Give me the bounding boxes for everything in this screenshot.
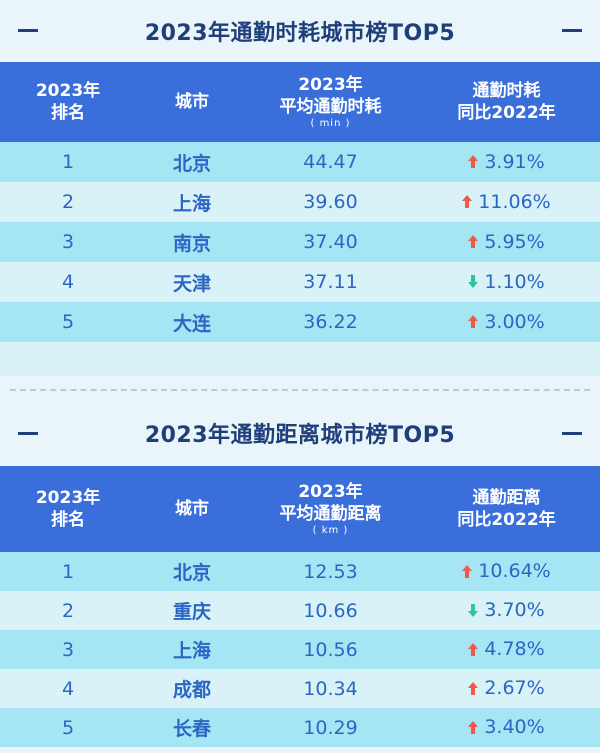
commute-time-ranking: 2023年通勤时耗城市榜TOP5 2023年 排名 城市 2023年 平均通勤时耗(… (0, 0, 600, 376)
rank-cell: 5 (61, 716, 75, 739)
change-cell: 4.78% (413, 630, 600, 669)
city-cell: 大连 (172, 312, 211, 335)
header-change: 通勤时耗 同比2022年 (457, 81, 556, 123)
arrow-up-icon (468, 235, 479, 249)
arrow-down-icon (468, 275, 479, 289)
table-row: 3 上海 10.56 4.78% (0, 630, 600, 669)
dashed-divider (10, 389, 590, 391)
title-dash-left (18, 29, 38, 32)
rank-cell: 3 (61, 638, 75, 661)
ranking-table: 2023年 排名 城市 2023年 平均通勤时耗( min ) 通勤时耗 同比2022… (0, 62, 600, 376)
section-title: 2023年通勤时耗城市榜TOP5 (144, 21, 456, 46)
table-row: 4 天津 37.11 1.10% (0, 262, 600, 302)
value-cell: 36.22 (303, 311, 358, 333)
value-cell: 39.60 (303, 191, 358, 213)
header-unit: ( km ) (312, 525, 349, 536)
city-cell: 北京 (172, 562, 211, 584)
value-cell: 10.66 (303, 599, 358, 622)
value-cell: 37.40 (303, 231, 358, 253)
title-dash-right (562, 29, 582, 32)
arrow-down-icon (468, 603, 479, 617)
table-filler-row (0, 342, 600, 376)
filler-cell (0, 342, 600, 376)
change-value: 3.91% (484, 150, 545, 173)
change-cell: 10.64% (413, 552, 600, 591)
table-row: 1 北京 12.53 10.64% (0, 552, 600, 591)
title-dash-left (18, 432, 38, 435)
table-row: 4 成都 10.34 2.67% (0, 669, 600, 708)
arrow-up-icon (468, 155, 479, 169)
change-value: 3.70% (484, 599, 545, 622)
header-city: 城市 (175, 92, 209, 112)
section-title: 2023年通勤距离城市榜TOP5 (144, 423, 456, 448)
city-cell: 长春 (172, 718, 211, 740)
rank-cell: 3 (61, 231, 75, 253)
change-value: 10.64% (478, 560, 551, 583)
commute-distance-ranking: 2023年通勤距离城市榜TOP5 2023年 排名 城市 2023年 平均通勤距离(… (0, 400, 600, 753)
city-cell: 上海 (172, 640, 211, 662)
city-cell: 南京 (172, 232, 211, 255)
table-header-row: 2023年 排名 城市 2023年 平均通勤距离( km ) 通勤距离 同比2022年 (0, 466, 600, 552)
change-value: 3.40% (484, 716, 545, 739)
change-value: 4.78% (484, 638, 545, 661)
header-rank: 2023年 排名 (35, 488, 101, 530)
value-cell: 10.34 (303, 677, 358, 700)
city-cell: 重庆 (172, 601, 211, 623)
table-row: 2 上海 39.60 11.06% (0, 182, 600, 222)
rank-cell: 2 (61, 191, 75, 213)
change-cell: 5.95% (413, 222, 600, 262)
arrow-up-icon (468, 681, 479, 695)
change-value: 5.95% (484, 230, 545, 253)
table-row: 5 大连 36.22 3.00% (0, 302, 600, 342)
section-header: 2023年通勤距离城市榜TOP5 (0, 400, 600, 466)
rank-cell: 4 (61, 271, 75, 293)
header-change: 通勤距离 同比2022年 (457, 488, 556, 530)
arrow-up-icon (462, 564, 473, 578)
change-cell: 3.40% (413, 708, 600, 747)
city-cell: 天津 (172, 272, 211, 295)
header-city: 城市 (175, 499, 209, 519)
change-cell: 11.06% (413, 182, 600, 222)
change-cell: 3.70% (413, 591, 600, 630)
section-header: 2023年通勤时耗城市榜TOP5 (0, 0, 600, 62)
value-cell: 10.29 (303, 716, 358, 739)
header-value: 2023年 平均通勤时耗( min ) (248, 62, 413, 142)
rank-cell: 4 (61, 677, 75, 700)
change-cell: 1.10% (413, 262, 600, 302)
header-rank: 2023年 排名 (35, 81, 101, 123)
city-cell: 成都 (172, 679, 211, 701)
change-value: 3.00% (484, 310, 545, 333)
city-cell: 上海 (172, 192, 211, 215)
arrow-up-icon (468, 720, 479, 734)
table-row: 3 南京 37.40 5.95% (0, 222, 600, 262)
change-value: 11.06% (478, 190, 551, 213)
arrow-up-icon (462, 195, 473, 209)
value-cell: 37.11 (303, 271, 358, 293)
header-value: 2023年 平均通勤距离( km ) (248, 466, 413, 552)
change-value: 2.67% (484, 677, 545, 700)
change-cell: 2.67% (413, 669, 600, 708)
change-cell: 3.91% (413, 142, 600, 182)
title-dash-right (562, 432, 582, 435)
ranking-table: 2023年 排名 城市 2023年 平均通勤距离( km ) 通勤距离 同比2022年… (0, 466, 600, 747)
arrow-up-icon (468, 315, 479, 329)
rank-cell: 1 (61, 560, 75, 583)
table-row: 2 重庆 10.66 3.70% (0, 591, 600, 630)
rank-cell: 1 (61, 151, 75, 173)
value-cell: 44.47 (303, 151, 358, 173)
rank-cell: 2 (61, 599, 75, 622)
rank-cell: 5 (61, 311, 75, 333)
arrow-up-icon (468, 642, 479, 656)
value-cell: 10.56 (303, 638, 358, 661)
table-row: 5 长春 10.29 3.40% (0, 708, 600, 747)
header-unit: ( min ) (310, 118, 351, 129)
change-value: 1.10% (484, 270, 545, 293)
table-row: 1 北京 44.47 3.91% (0, 142, 600, 182)
value-cell: 12.53 (303, 560, 358, 583)
city-cell: 北京 (172, 152, 211, 175)
table-header-row: 2023年 排名 城市 2023年 平均通勤时耗( min ) 通勤时耗 同比2022… (0, 62, 600, 142)
change-cell: 3.00% (413, 302, 600, 342)
